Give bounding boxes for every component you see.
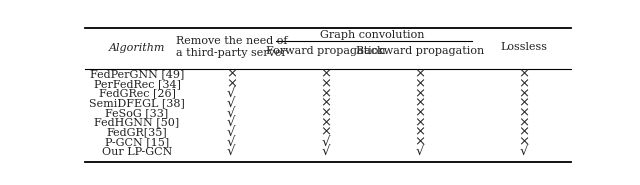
Text: FeSoG [33]: FeSoG [33] [106,108,169,118]
Text: √: √ [227,97,236,110]
Text: Graph convolution: Graph convolution [321,30,425,40]
Text: ×: × [414,116,426,129]
Text: ×: × [320,97,331,110]
Text: ×: × [518,68,529,81]
Text: Algorithm: Algorithm [109,43,165,53]
Text: P-GCN [15]: P-GCN [15] [105,137,169,147]
Text: ×: × [518,97,529,110]
Text: ×: × [320,116,331,129]
Text: √: √ [520,145,528,158]
Text: ×: × [518,126,529,139]
Text: Lossless: Lossless [500,42,547,52]
Text: √: √ [227,126,236,139]
Text: ×: × [320,68,331,81]
Text: √: √ [227,135,236,149]
Text: √: √ [227,87,236,100]
Text: √: √ [321,145,330,158]
Text: √: √ [415,145,424,158]
Text: ×: × [414,97,426,110]
Text: ×: × [414,126,426,139]
Text: Backward propagation: Backward propagation [356,46,484,56]
Text: ×: × [414,68,426,81]
Text: ×: × [320,126,331,139]
Text: ×: × [320,87,331,100]
Text: ×: × [518,106,529,120]
Text: ×: × [518,135,529,149]
Text: FedHGNN [50]: FedHGNN [50] [95,118,180,128]
Text: FedGR[35]: FedGR[35] [107,127,168,137]
Text: ×: × [320,106,331,120]
Text: Our LP-GCN: Our LP-GCN [102,147,172,157]
Text: ×: × [226,77,237,90]
Text: √: √ [227,116,236,129]
Text: FedGRec [26]: FedGRec [26] [99,89,175,99]
Text: √: √ [227,106,236,120]
Text: ×: × [414,77,426,90]
Text: √: √ [227,145,236,158]
Text: SemiDFEGL [38]: SemiDFEGL [38] [89,98,185,108]
Text: ×: × [414,135,426,149]
Text: FedPerGNN [49]: FedPerGNN [49] [90,69,184,79]
Text: ×: × [320,77,331,90]
Text: ×: × [226,68,237,81]
Text: ×: × [414,106,426,120]
Text: PerFedRec [34]: PerFedRec [34] [93,79,180,89]
Text: Forward propagation: Forward propagation [266,46,385,56]
Text: ×: × [414,87,426,100]
Text: √: √ [321,135,330,149]
Text: ×: × [518,87,529,100]
Text: ×: × [518,77,529,90]
Text: ×: × [518,116,529,129]
Text: Remove the need of
a third-party server: Remove the need of a third-party server [175,36,287,58]
